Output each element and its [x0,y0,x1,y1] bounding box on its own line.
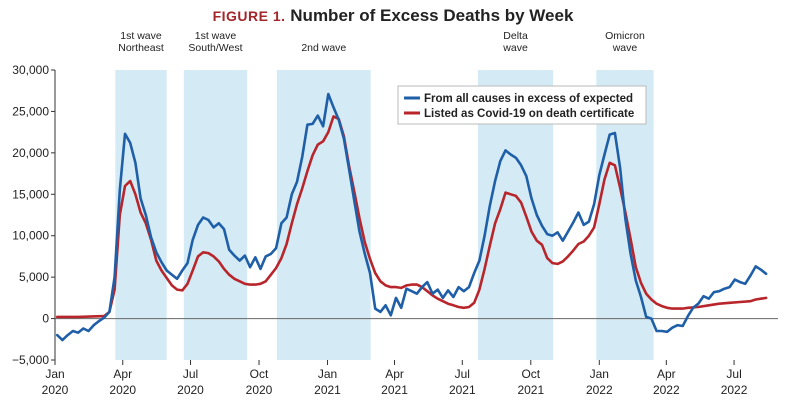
series-line-1 [55,115,768,319]
x-tick-year-9: 2022 [653,383,680,397]
series-lines [55,92,768,342]
x-tick-month-0: Jan [45,367,64,381]
x-tick-month-10: Jul [726,367,741,381]
x-tick-month-8: Jan [590,367,609,381]
x-tick-month-5: Apr [385,367,404,381]
wave-label-1-0: 1st wave [195,30,237,42]
y-tick-label-2: 5,000 [19,270,49,284]
wave-label-3-0: Delta [503,30,528,42]
wave-label-4-1: wave [612,42,638,54]
x-tick-month-9: Apr [657,367,676,381]
wave-label-1-1: South/West [188,42,242,54]
shaded-period-1 [183,70,248,360]
legend-box [397,85,647,125]
wave-label-3-1: wave [502,42,528,54]
x-tick-year-5: 2021 [381,383,408,397]
axes: −5,000 0 5,000 10,000 15,000 20,000 25,000 30,0… [12,63,778,397]
wave-label-0-0: 1st wave [120,30,162,42]
x-tick-month-2: Jul [183,367,198,381]
y-tick-label-1: 0 [42,312,49,326]
x-tick-year-2: 2020 [177,383,204,397]
x-tick-month-3: Oct [250,367,269,381]
y-tick-label-6: 25,000 [12,104,49,118]
x-tick-year-3: 2020 [246,383,273,397]
figure-label: FIGURE 1. [212,8,286,24]
x-tick-year-4: 2021 [314,383,341,397]
x-tick-year-7: 2021 [517,383,544,397]
chart-title-text: Number of Excess Deaths by Week [290,6,574,25]
x-tick-year-8: 2022 [586,383,613,397]
y-tick-label-5: 20,000 [12,146,49,160]
x-tick-month-1: Apr [113,367,132,381]
wave-label-4-0: Omicron [605,30,645,42]
x-tick-year-6: 2021 [449,383,476,397]
wave-label-0-1: Northeast [118,42,164,54]
legend-label-0: From all causes in excess of expected [424,93,633,105]
series-line-0 [55,92,768,342]
chart-title: FIGURE 1. Number of Excess Deaths by Wee… [0,6,786,26]
x-tick-year-0: 2020 [42,383,69,397]
x-tick-month-7: Oct [521,367,540,381]
x-tick-year-1: 2020 [109,383,136,397]
x-tick-month-4: Jan [318,367,337,381]
y-tick-label-7: 30,000 [12,63,49,77]
y-tick-label-3: 10,000 [12,229,49,243]
y-tick-label-0: −5,000 [12,353,49,367]
y-tick-label-4: 15,000 [12,187,49,201]
legend-label-1: Listed as Covid-19 on death certificate [424,108,634,120]
x-tick-month-6: Jul [455,367,470,381]
x-tick-year-10: 2022 [721,383,748,397]
wave-label-2-0: 2nd wave [301,42,346,54]
legend: From all causes in excess of expected Lis… [397,85,647,125]
